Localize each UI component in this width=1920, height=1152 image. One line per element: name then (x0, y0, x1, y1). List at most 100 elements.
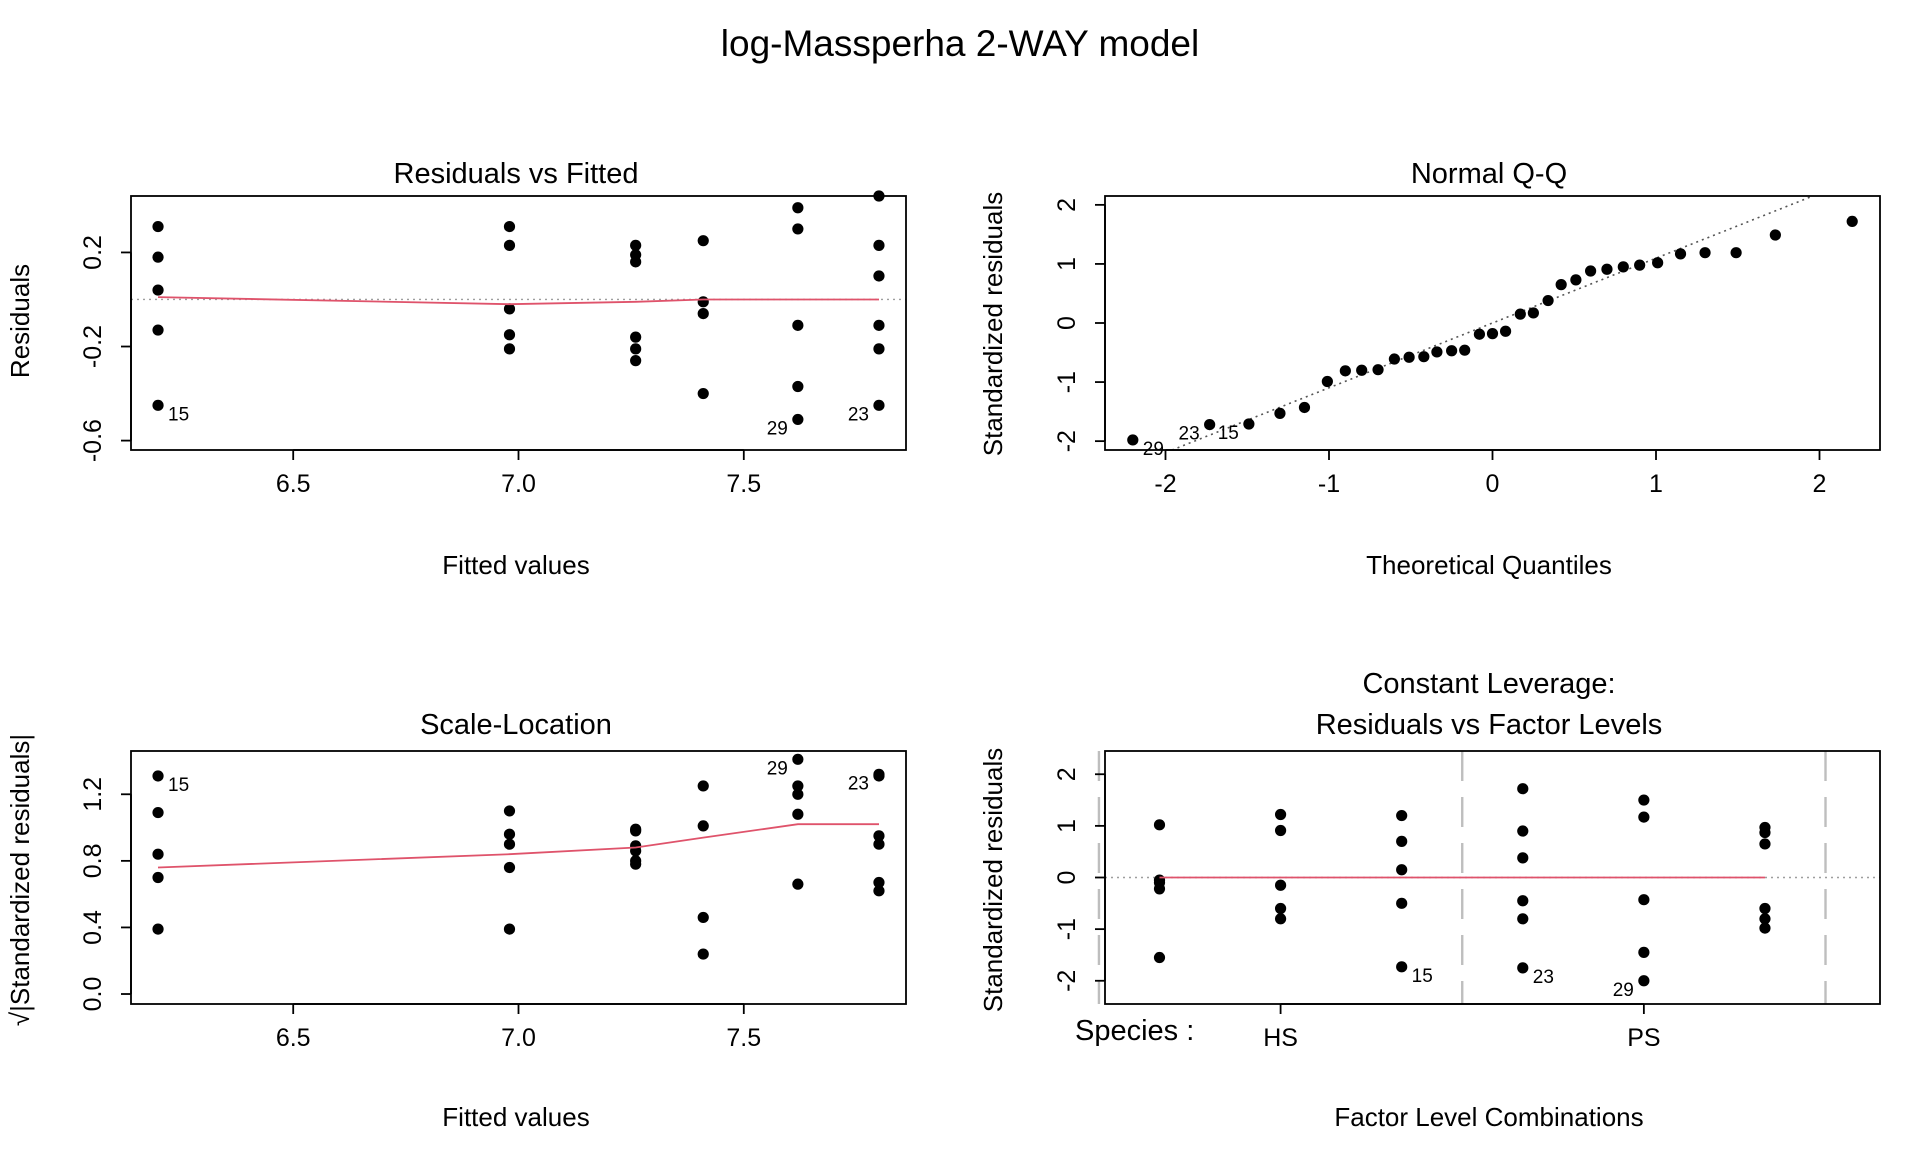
y-axis: 0.0 0.4 0.8 1.2 (79, 777, 132, 1012)
data-point (152, 220, 164, 233)
data-point (1356, 364, 1368, 376)
x-axis-label: Fitted values (442, 1102, 589, 1132)
panel-title: Normal Q-Q (1411, 158, 1567, 190)
data-point (1396, 835, 1408, 847)
data-point (1243, 418, 1255, 430)
data-point (1204, 419, 1216, 431)
data-point (792, 319, 804, 331)
data-point (873, 319, 885, 331)
data-point (792, 808, 804, 820)
x-tick-label: PS (1627, 1024, 1660, 1052)
y-tick-label: 0 (1053, 871, 1081, 885)
x-axis-label: Factor Level Combinations (1334, 1102, 1643, 1132)
data-point (630, 825, 642, 837)
data-point (1652, 257, 1664, 269)
data-point (630, 343, 642, 355)
data-point (1499, 325, 1512, 337)
y-tick-label: 1 (1053, 819, 1081, 833)
data-point (503, 923, 516, 935)
x-tick-label: 6.5 (276, 1024, 311, 1052)
data-point (1555, 279, 1567, 291)
y-axis-label: Residuals (5, 264, 35, 378)
data-point (1274, 824, 1287, 837)
data-point (1486, 328, 1499, 340)
x-axis: HS PS (1263, 1003, 1661, 1052)
data-point (1396, 897, 1408, 909)
data-point (792, 788, 804, 800)
data-point (1638, 946, 1650, 958)
data-point (1153, 951, 1166, 964)
x-axis-label: Fitted values (442, 550, 589, 580)
data-point (1517, 895, 1529, 907)
constant-leverage-panel: Constant Leverage: Residuals vs Factor L… (978, 668, 1881, 1132)
data-point (792, 380, 804, 393)
data-point (1517, 783, 1529, 795)
y-tick-label: -0.2 (79, 325, 107, 368)
data-point (1517, 852, 1529, 864)
data-point (697, 820, 709, 832)
x-tick-label: 7.0 (501, 470, 536, 498)
figure-title: log-Massperha 2-WAY model (721, 23, 1199, 64)
data-point (503, 239, 516, 251)
y-tick-label: 2 (1053, 767, 1081, 781)
data-point (1372, 364, 1384, 376)
y-axis: -0.6 -0.2 0.2 (79, 235, 132, 462)
data-point (1473, 328, 1486, 340)
y-tick-label: -1 (1053, 371, 1081, 393)
data-point (697, 948, 709, 960)
x-tick-label: 7.5 (726, 1024, 761, 1052)
data-point (1396, 864, 1408, 876)
y-tick-label: -0.6 (79, 419, 107, 462)
data-point (503, 805, 516, 817)
normal-qq-panel: Normal Q-Q Theoretical Quantiles Standar… (978, 158, 1881, 580)
data-point (1274, 913, 1287, 925)
x-tick-label: 2 (1813, 470, 1827, 498)
y-axis: -2 -1 0 1 2 (1053, 198, 1106, 452)
point-label: 29 (767, 758, 788, 779)
x-axis: -2 -1 0 1 2 (1154, 449, 1827, 498)
data-point (1570, 274, 1582, 286)
data-point (873, 830, 885, 842)
panel-title: Scale-Location (420, 709, 612, 741)
data-point (503, 828, 516, 840)
smooth-line (157, 823, 879, 869)
data-point (1153, 819, 1166, 831)
data-point (873, 885, 885, 897)
panel-title: Constant Leverage: (1362, 668, 1615, 700)
point-label: 23 (1179, 424, 1200, 445)
data-point (873, 343, 885, 355)
data-point (1514, 308, 1526, 320)
x-tick-label: 1 (1649, 470, 1663, 498)
data-point (1769, 229, 1781, 241)
y-tick-label: 0.0 (79, 977, 107, 1012)
data-point (873, 876, 885, 889)
data-point (1601, 263, 1613, 275)
data-point (503, 343, 516, 355)
x-axis: 6.5 7.0 7.5 (276, 1003, 761, 1052)
point-label: 15 (168, 404, 189, 425)
data-point (1396, 809, 1408, 822)
point-label: 23 (848, 773, 869, 794)
data-point (152, 770, 164, 782)
data-point (1759, 838, 1771, 850)
data-point (792, 780, 804, 792)
data-point (503, 303, 516, 315)
data-point (1274, 879, 1287, 891)
y-axis-label: Standardized residuals (978, 748, 1008, 1013)
scale-location-panel: Scale-Location Fitted values √|Standardi… (5, 709, 907, 1132)
y-axis: -2 -1 0 1 2 (1053, 767, 1106, 992)
y-tick-label: -1 (1053, 918, 1081, 940)
data-point (697, 911, 709, 924)
data-point (792, 413, 804, 426)
data-point (503, 329, 516, 341)
point-label: 29 (1613, 980, 1634, 1001)
data-point (1759, 902, 1771, 915)
y-tick-label: 0.2 (79, 235, 107, 270)
data-point (697, 235, 709, 247)
x-axis: 6.5 7.0 7.5 (276, 449, 761, 498)
data-point (152, 251, 164, 263)
panel-title: Residuals vs Fitted (394, 158, 639, 190)
data-point (792, 202, 804, 214)
data-point (1339, 365, 1351, 377)
